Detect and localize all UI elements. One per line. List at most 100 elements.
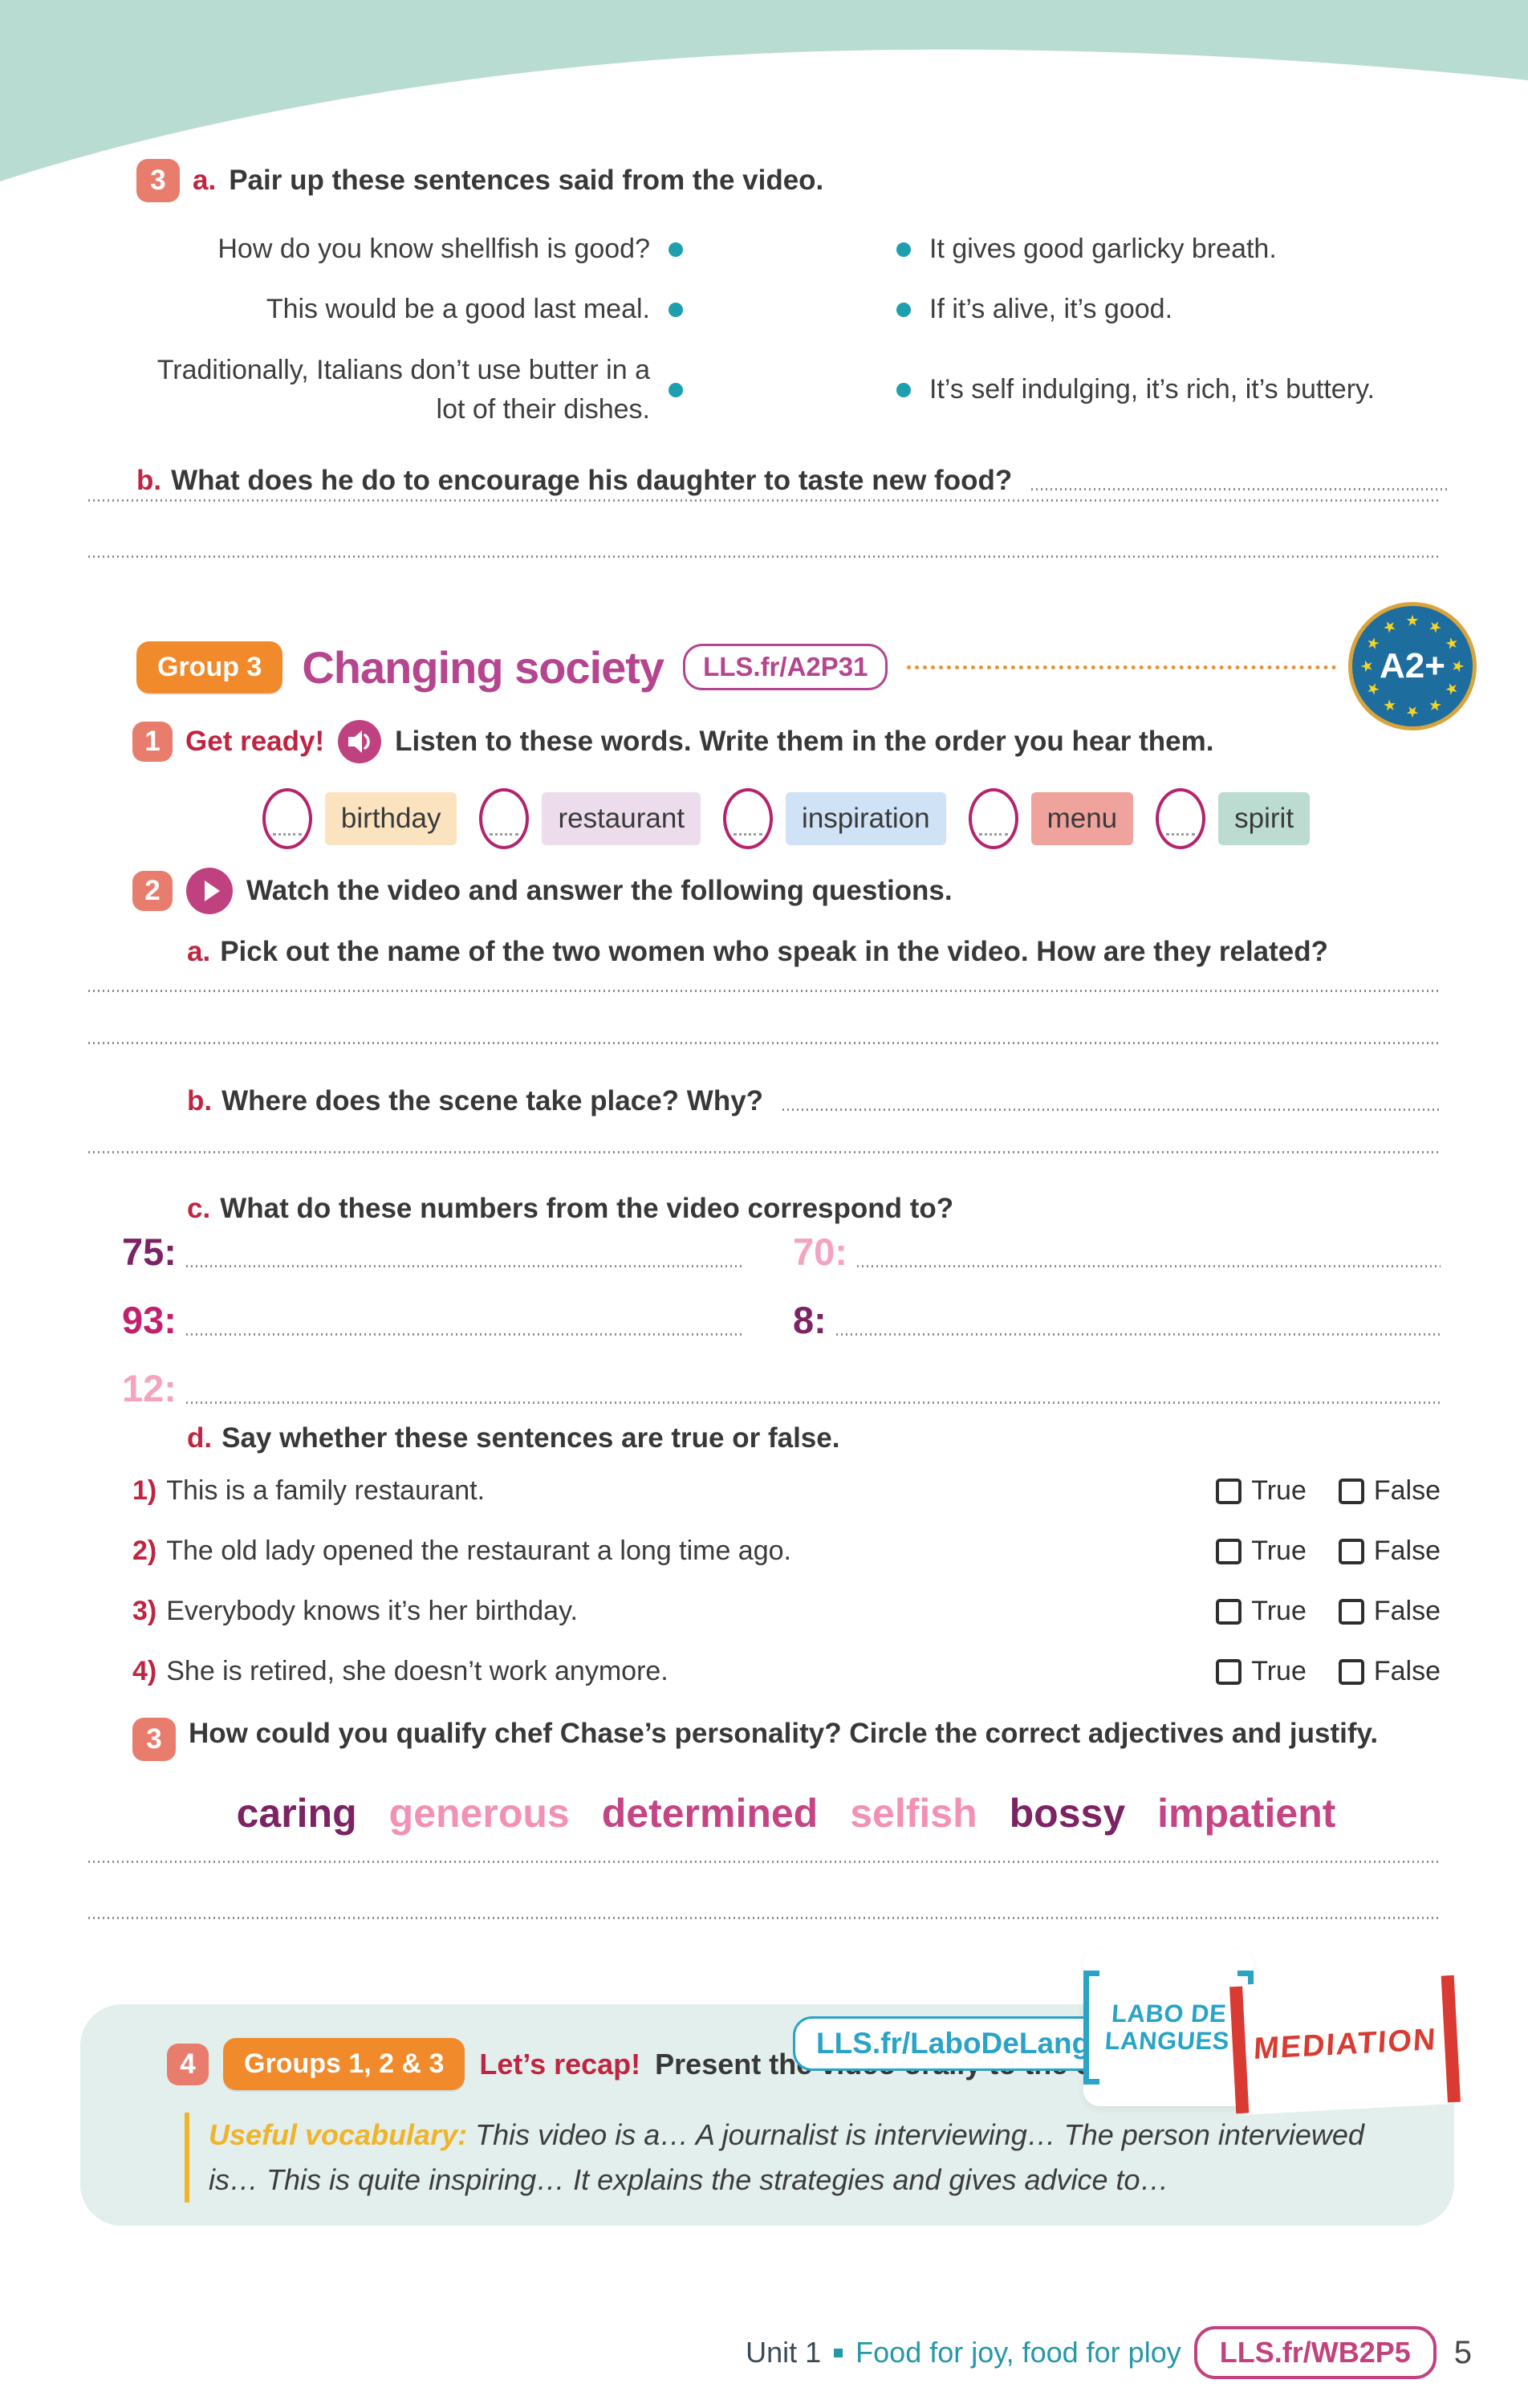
adjective-option[interactable]: impatient — [1157, 1791, 1336, 1836]
answer-line[interactable] — [185, 1333, 742, 1336]
sub-question-label: a. — [193, 165, 217, 196]
lesson-link-pill[interactable]: LLS.fr/A2P31 — [683, 644, 888, 690]
top-curved-band — [0, 0, 1528, 181]
true-false-list: 1) This is a family restaurant. True Fal… — [132, 1461, 1441, 1702]
answer-line[interactable] — [88, 1042, 1440, 1044]
exercise-instruction: Watch the video and answer the following… — [246, 875, 953, 906]
false-checkbox[interactable] — [1338, 1598, 1364, 1625]
true-checkbox[interactable] — [1216, 1598, 1242, 1625]
word-chip: menu — [1030, 792, 1134, 845]
order-input-circle[interactable] — [479, 788, 530, 849]
answer-line[interactable] — [1031, 488, 1448, 491]
answer-line[interactable] — [782, 1108, 1440, 1111]
answer-line[interactable] — [185, 1265, 742, 1267]
chapter-title: Food for joy, food for ploy — [855, 2336, 1181, 2369]
number-label: 75: — [122, 1230, 177, 1273]
true-checkbox[interactable] — [1216, 1658, 1242, 1685]
match-right-sentence: It gives good garlicky breath. — [929, 234, 1277, 264]
adjective-option[interactable]: bossy — [1009, 1791, 1126, 1836]
page-footer: Unit 1 Food for joy, food for ploy LLS.f… — [746, 2326, 1472, 2379]
question-text: What do these numbers from the video cor… — [220, 1193, 954, 1224]
answer-line[interactable] — [835, 1333, 1441, 1336]
exercise-instruction: How could you qualify chef Chase’s perso… — [189, 1718, 1379, 1749]
answer-line[interactable] — [88, 499, 1440, 502]
sub-question-label: c. — [187, 1193, 211, 1224]
word-slot: menu — [968, 788, 1134, 849]
video-numbers-list: 75: 70: 93: 8: 12: — [122, 1230, 1441, 1434]
true-checkbox[interactable] — [1216, 1478, 1242, 1504]
answer-line[interactable] — [88, 990, 1440, 992]
bracket-right-icon — [1441, 1975, 1461, 2103]
cefr-level-badge: ★ ★ ★ ★ ★ ★ ★ ★ ★ ★ ★ ★ A2+ — [1348, 602, 1477, 730]
false-label: False — [1373, 1475, 1441, 1506]
exercise-3a-matching: 3 a. Pair up these sentences said from t… — [136, 159, 1448, 497]
answer-line[interactable] — [856, 1265, 1441, 1267]
labo-logo-line2: LANGUES — [1104, 2027, 1231, 2055]
match-left-dot[interactable] — [668, 302, 683, 317]
match-left-sentence: This would be a good last meal. — [266, 294, 650, 325]
match-right-dot[interactable] — [896, 302, 911, 317]
true-checkbox[interactable] — [1216, 1538, 1242, 1564]
exercise-2b: b. Where does the scene take place? Why? — [187, 1085, 1440, 1117]
unit-label: Unit 1 — [746, 2336, 822, 2369]
dotted-leader — [907, 665, 1336, 669]
exercise-2-video: 2 Watch the video and answer the followi… — [132, 867, 1440, 968]
exercise-3-adjectives: 3 How could you qualify chef Chase’s per… — [132, 1718, 1440, 1837]
statement-number: 4) — [132, 1656, 157, 1686]
order-input-circle[interactable] — [723, 788, 774, 849]
adjective-option[interactable]: caring — [236, 1791, 357, 1836]
adjective-option[interactable]: determined — [601, 1791, 819, 1836]
match-right-sentence: If it’s alive, it’s good. — [929, 294, 1173, 325]
order-input-circle[interactable] — [262, 788, 312, 849]
sub-question-label: a. — [187, 936, 211, 967]
exercise-title: Pair up these sentences said from the vi… — [229, 165, 824, 196]
adjective-option[interactable]: selfish — [850, 1791, 977, 1836]
exercise-number-badge: 1 — [132, 722, 173, 762]
answer-line[interactable] — [185, 1401, 1441, 1404]
match-left-dot[interactable] — [668, 242, 683, 257]
number-label: 70: — [793, 1230, 847, 1273]
false-checkbox[interactable] — [1338, 1478, 1364, 1504]
answer-line[interactable] — [88, 1917, 1440, 1919]
number-label: 93: — [122, 1299, 177, 1341]
word-slot: inspiration — [723, 788, 946, 849]
sub-question-label: b. — [187, 1085, 213, 1117]
false-checkbox[interactable] — [1338, 1658, 1364, 1685]
true-false-row: 4) She is retired, she doesn’t work anym… — [132, 1641, 1441, 1702]
statement-text: Everybody knows it’s her birthday. — [166, 1596, 578, 1626]
match-left-dot[interactable] — [668, 382, 683, 397]
match-right-sentence: It’s self indulging, it’s rich, it’s but… — [929, 374, 1375, 405]
match-right-dot[interactable] — [896, 382, 911, 397]
answer-line[interactable] — [88, 1151, 1440, 1153]
exercise-1-listening: 1 Get ready! Listen to these words. Writ… — [132, 719, 1440, 849]
audio-speaker-icon[interactable] — [337, 719, 382, 764]
labo-logo-line1: LABO DE — [1111, 1999, 1228, 2028]
group-badge: Group 3 — [136, 641, 283, 694]
true-false-row: 3) Everybody knows it’s her birthday. Tr… — [132, 1581, 1441, 1641]
matching-grid: How do you know shellfish is good? It gi… — [136, 230, 1448, 429]
answer-line[interactable] — [88, 1861, 1440, 1863]
order-input-circle[interactable] — [1156, 788, 1206, 849]
question-text: What does he do to encourage his daughte… — [171, 465, 1013, 497]
statement-text: She is retired, she doesn’t work anymore… — [166, 1656, 668, 1686]
workbook-link-pill[interactable]: LLS.fr/WB2P5 — [1193, 2326, 1437, 2379]
true-label: True — [1251, 1475, 1307, 1506]
true-false-row: 2) The old lady opened the restaurant a … — [132, 1521, 1441, 1581]
exercise-number-badge: 2 — [132, 871, 173, 911]
word-chip: birthday — [324, 792, 457, 845]
true-false-row: 1) This is a family restaurant. True Fal… — [132, 1461, 1441, 1521]
true-label: True — [1251, 1656, 1307, 1686]
match-left-sentence: Traditionally, Italians don’t use butter… — [156, 354, 650, 425]
adjective-option[interactable]: generous — [388, 1791, 570, 1836]
useful-vocabulary-block: Useful vocabulary: This video is a… A jo… — [185, 2113, 1380, 2203]
false-checkbox[interactable] — [1338, 1538, 1364, 1564]
answer-line[interactable] — [88, 555, 1440, 558]
order-input-circle[interactable] — [968, 788, 1018, 849]
statement-text: The old lady opened the restaurant a lon… — [166, 1536, 791, 1566]
recap-label: Let’s recap! — [479, 2047, 641, 2081]
play-video-icon[interactable] — [185, 867, 234, 915]
match-right-dot[interactable] — [896, 242, 911, 257]
number-label: 12: — [122, 1367, 177, 1409]
match-left-sentence: How do you know shellfish is good? — [217, 234, 650, 264]
